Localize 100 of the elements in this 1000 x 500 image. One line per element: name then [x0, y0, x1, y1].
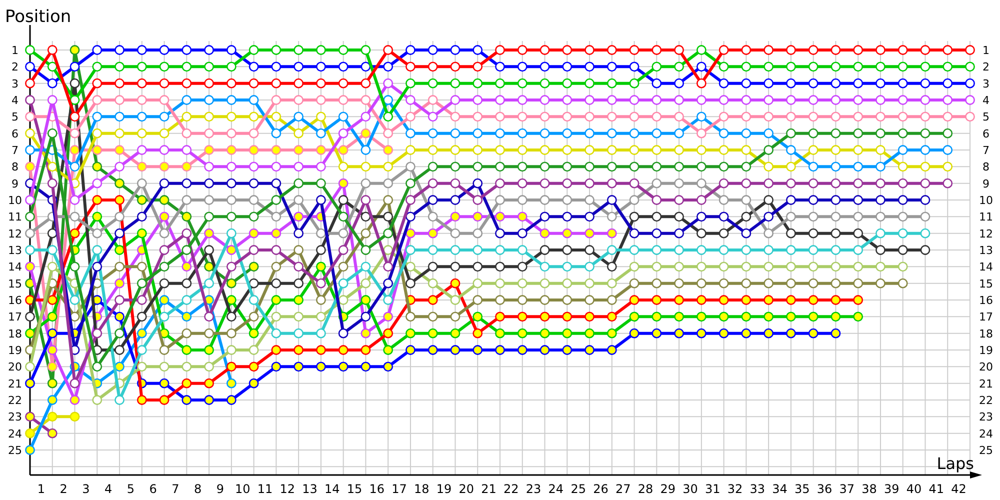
point — [182, 228, 192, 238]
point — [204, 262, 214, 272]
point — [338, 112, 348, 122]
point — [360, 278, 371, 288]
x-tick-label: 15 — [346, 482, 362, 496]
point — [316, 278, 326, 288]
point — [472, 62, 483, 72]
point — [271, 362, 282, 372]
point — [294, 78, 304, 88]
point — [204, 62, 214, 72]
point — [159, 95, 170, 105]
y2-tick-label: 16 — [979, 294, 993, 306]
point — [674, 145, 684, 155]
y-tick-label: 24 — [8, 426, 22, 440]
point — [472, 178, 483, 188]
point — [696, 145, 706, 155]
point — [406, 145, 416, 155]
point — [294, 162, 304, 172]
x-tick-label: 14 — [324, 482, 340, 496]
x-tick-label: 16 — [369, 482, 385, 496]
y2-tick-label: 7 — [982, 144, 990, 156]
point — [226, 362, 236, 372]
point — [606, 145, 617, 155]
point — [182, 178, 192, 188]
point — [652, 295, 662, 305]
point — [25, 195, 35, 205]
y-tick-label: 16 — [8, 294, 22, 306]
point — [159, 295, 170, 305]
point — [204, 362, 214, 372]
point — [450, 295, 460, 305]
point — [517, 62, 528, 72]
point — [271, 312, 282, 322]
x-tick-label: 22 — [504, 482, 519, 496]
x-tick-label: 2 — [60, 482, 68, 496]
point — [428, 295, 438, 305]
point — [316, 78, 326, 88]
point — [294, 362, 304, 372]
point — [652, 262, 662, 272]
point — [517, 262, 528, 272]
point — [70, 95, 80, 105]
point — [942, 178, 953, 188]
point — [495, 112, 505, 122]
point — [316, 228, 326, 238]
point — [786, 195, 796, 205]
point — [517, 295, 528, 305]
point — [92, 162, 102, 172]
point — [696, 178, 706, 188]
point — [718, 128, 729, 138]
point — [70, 162, 80, 172]
point — [584, 45, 594, 55]
y2-tick-label: 24 — [979, 426, 993, 440]
point — [540, 262, 550, 272]
point — [70, 128, 80, 138]
point — [540, 295, 550, 305]
point — [136, 62, 147, 72]
point — [136, 278, 147, 288]
point — [226, 245, 236, 255]
point — [808, 178, 818, 188]
point — [495, 245, 505, 255]
point — [271, 95, 282, 105]
point — [606, 312, 617, 322]
point — [338, 212, 348, 222]
point — [876, 45, 886, 55]
y2-tick-label: 10 — [979, 194, 993, 206]
x-tick-label: 23 — [526, 482, 542, 496]
point — [360, 78, 371, 88]
point — [25, 78, 35, 88]
point — [920, 62, 930, 72]
point — [47, 78, 58, 88]
point — [830, 278, 841, 288]
point — [136, 195, 147, 205]
point — [136, 145, 147, 155]
point — [606, 162, 617, 172]
point — [853, 228, 864, 238]
point — [294, 195, 304, 205]
point — [652, 178, 662, 188]
point — [182, 328, 192, 338]
point — [136, 262, 147, 272]
point — [629, 178, 640, 188]
point — [629, 162, 640, 172]
point — [584, 245, 594, 255]
point — [942, 128, 953, 138]
point — [606, 328, 617, 338]
point — [629, 262, 640, 272]
point — [718, 178, 729, 188]
point — [360, 62, 371, 72]
point — [383, 45, 394, 55]
point — [159, 145, 170, 155]
point — [182, 128, 192, 138]
point — [271, 262, 282, 272]
point — [764, 212, 774, 222]
point — [360, 195, 371, 205]
point — [629, 78, 640, 88]
point — [741, 228, 752, 238]
point — [159, 78, 170, 88]
point — [248, 162, 259, 172]
x-tick-label: 41 — [928, 482, 944, 496]
point — [70, 62, 80, 72]
point — [853, 145, 864, 155]
x-tick-label: 39 — [884, 482, 900, 496]
